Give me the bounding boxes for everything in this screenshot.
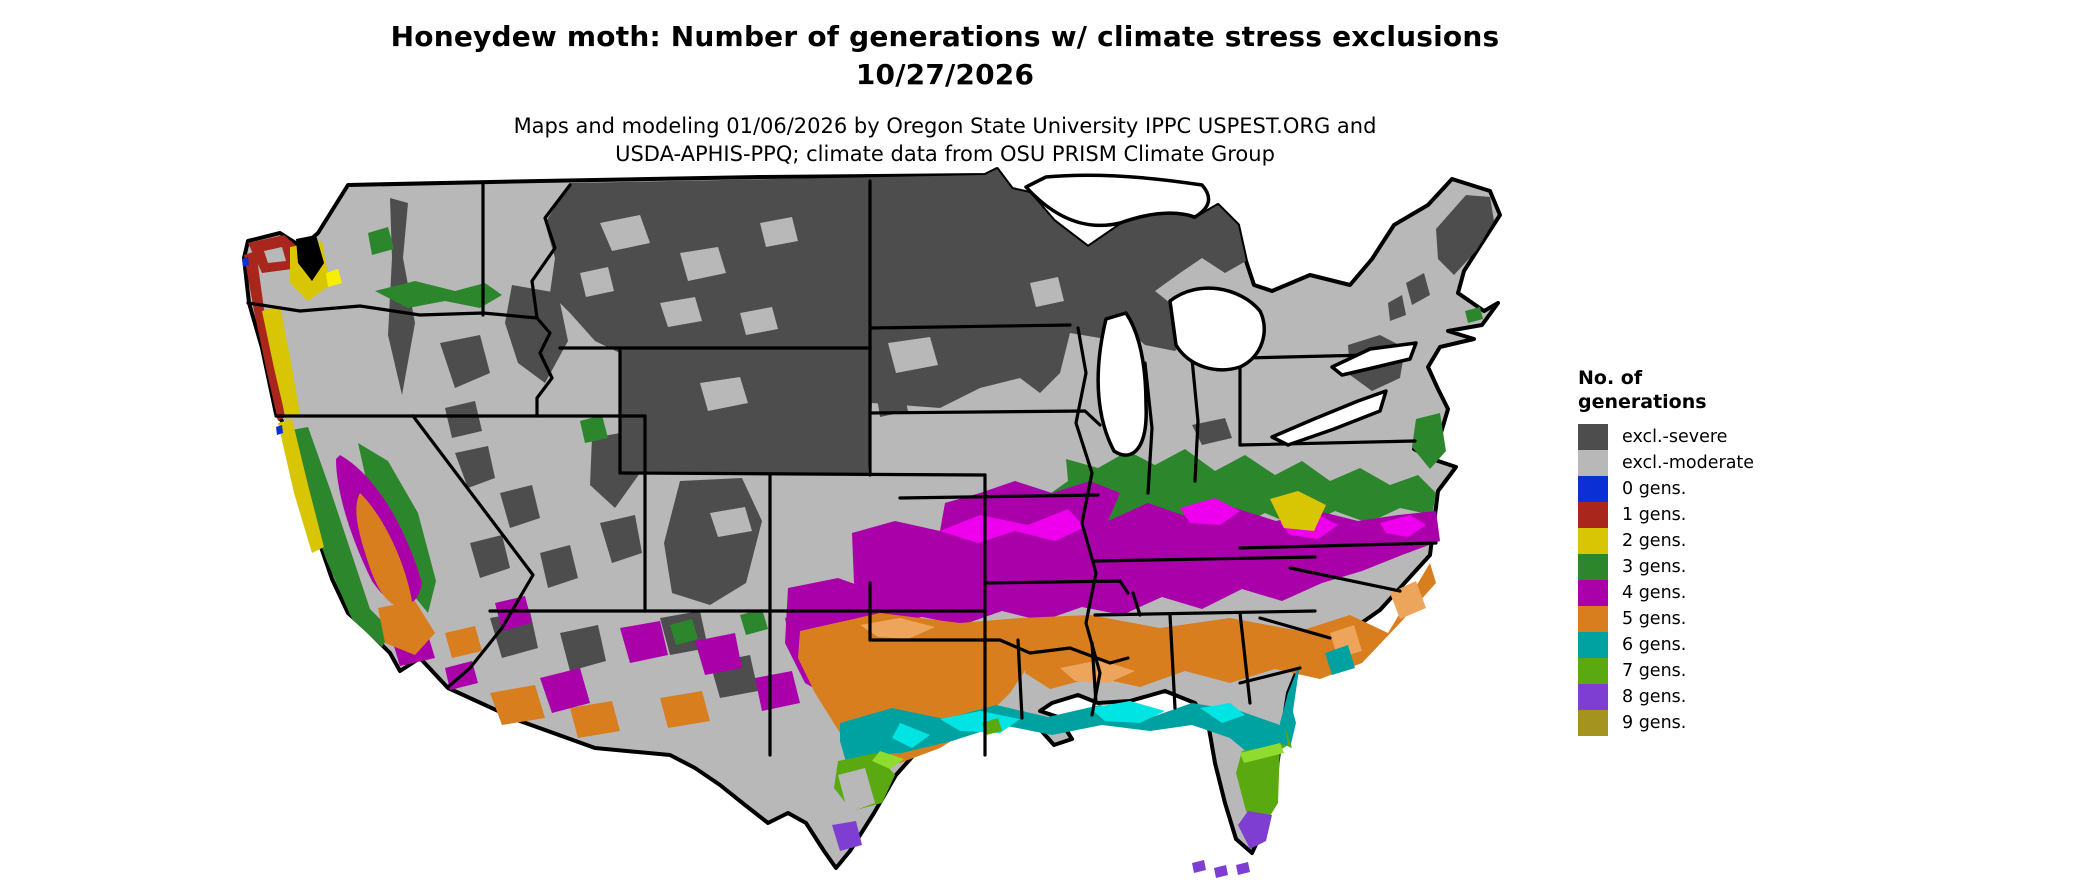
lake-ontario (1330, 341, 1418, 377)
legend-title-line-1: No. of (1578, 367, 1643, 389)
legend-item: 4 gens. (1578, 580, 1838, 606)
legend-label: excl.-moderate (1622, 453, 1755, 473)
legend-item: excl.-severe (1578, 424, 1838, 450)
lake-michigan (1096, 311, 1148, 457)
legend-label: 9 gens. (1622, 713, 1687, 733)
lake-huron (1168, 286, 1266, 372)
legend-item: 5 gens. (1578, 606, 1838, 632)
legend-label: 2 gens. (1622, 531, 1687, 551)
map-subtitle: Maps and modeling 01/06/2026 by Oregon S… (0, 112, 1890, 168)
legend-item: 2 gens. (1578, 528, 1838, 554)
legend-item: 8 gens. (1578, 684, 1838, 710)
legend-item: 7 gens. (1578, 658, 1838, 684)
olympic-interior (264, 247, 286, 263)
legend-item: 9 gens. (1578, 710, 1838, 736)
legend-swatch (1578, 684, 1608, 710)
legend-swatch (1578, 528, 1608, 554)
legend-label: 7 gens. (1622, 661, 1687, 681)
legend-item: 0 gens. (1578, 476, 1838, 502)
legend-swatch (1578, 476, 1608, 502)
legend-title: No. of generations (1578, 366, 1838, 414)
legend-item: excl.-moderate (1578, 450, 1838, 476)
legend-item: 6 gens. (1578, 632, 1838, 658)
legend-swatch (1578, 710, 1608, 736)
legend: No. of generations excl.-severe excl.-mod… (1578, 366, 1838, 736)
legend-label: 5 gens. (1622, 609, 1687, 629)
legend-title-line-2: generations (1578, 391, 1707, 413)
south-texas-gray-pocket (838, 768, 875, 813)
state-borders (246, 179, 1438, 757)
legend-swatch (1578, 632, 1608, 658)
puget-sound-water (296, 235, 324, 281)
lake-erie (1270, 389, 1388, 447)
region-0-gens (242, 257, 283, 435)
subtitle-line-1: Maps and modeling 01/06/2026 by Oregon S… (513, 114, 1377, 138)
us-generations-map (240, 163, 1570, 892)
title-line-1: Honeydew moth: Number of generations w/ … (390, 20, 1500, 53)
legend-label: 8 gens. (1622, 687, 1687, 707)
lake-superior (1024, 173, 1211, 228)
great-lakes (1024, 173, 1418, 457)
us-map-svg (242, 167, 1502, 878)
legend-swatch (1578, 502, 1608, 528)
map-title: Honeydew moth: Number of generations w/ … (0, 18, 1890, 94)
legend-label: excl.-severe (1622, 427, 1728, 447)
legend-item: 3 gens. (1578, 554, 1838, 580)
legend-swatch (1578, 424, 1608, 450)
legend-swatch (1578, 450, 1608, 476)
region-excl-moderate-speckles (580, 215, 1064, 537)
subtitle-line-2: USDA-APHIS-PPQ; climate data from OSU PR… (615, 142, 1275, 166)
legend-items: excl.-severe excl.-moderate 0 gens. 1 gens.… (1578, 424, 1838, 736)
title-line-2: 10/27/2026 (855, 58, 1035, 91)
legend-label: 6 gens. (1622, 635, 1687, 655)
legend-swatch (1578, 606, 1608, 632)
legend-swatch (1578, 580, 1608, 606)
region-8-gens (832, 811, 1272, 878)
legend-swatch (1578, 658, 1608, 684)
legend-item: 1 gens. (1578, 502, 1838, 528)
legend-swatch (1578, 554, 1608, 580)
legend-label: 0 gens. (1622, 479, 1687, 499)
region-7-gens-bright (872, 743, 1284, 769)
legend-label: 4 gens. (1622, 583, 1687, 603)
legend-label: 1 gens. (1622, 505, 1687, 525)
legend-label: 3 gens. (1622, 557, 1687, 577)
